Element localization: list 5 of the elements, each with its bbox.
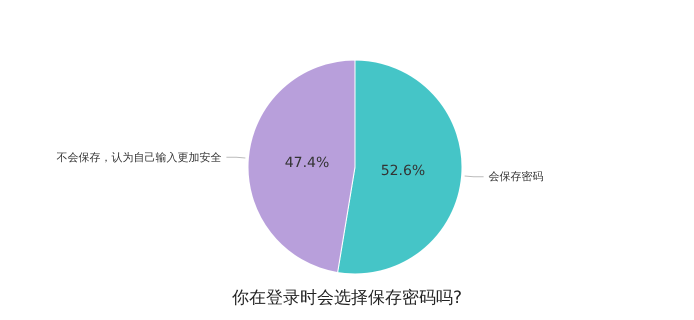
slice-label: 会保存密码: [488, 170, 544, 184]
slice-label: 不会保存，认为自己输入更加安全: [56, 150, 222, 164]
data-label: 47.4%: [284, 155, 330, 172]
data-label: 52.6%: [380, 162, 426, 179]
text: 你在登录时会选择保存密码吗?: [230, 287, 464, 309]
